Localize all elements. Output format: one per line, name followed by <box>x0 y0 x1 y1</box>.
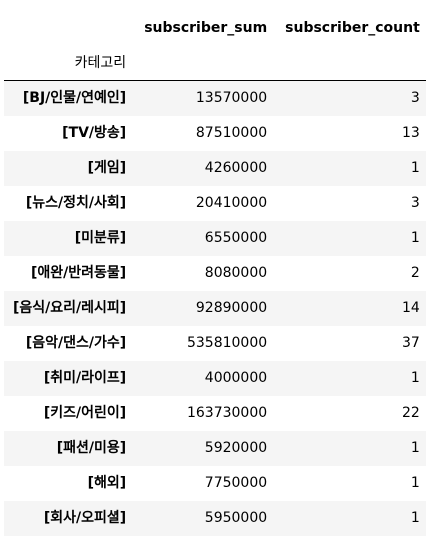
subscriber-count-cell: 1 <box>410 440 420 456</box>
table-row: [해외] 7750000 1 <box>4 465 426 501</box>
index-name-label: 카테고리 <box>4 45 136 81</box>
table-row: [미분류] 6550000 1 <box>4 220 426 256</box>
blank-corner-cell <box>4 10 135 45</box>
subscriber-count-cell: 3 <box>410 90 420 107</box>
subscriber-count-cell: 13 <box>401 125 420 141</box>
column-header-subscriber-sum: subscriber_sum <box>144 19 268 36</box>
dataframe-table: subscriber_sum subscriber_count 카테고리 [BJ… <box>4 10 426 536</box>
index-name-row: 카테고리 <box>4 45 426 81</box>
table-row: [애완/반려동물] 8080000 2 <box>4 255 426 291</box>
blank-cell <box>276 45 426 81</box>
row-label: [BJ/인물/연예인] <box>22 90 127 107</box>
row-label: [TV/방송] <box>62 125 127 141</box>
row-label: [해외] <box>87 475 127 491</box>
row-label: [게임] <box>87 160 127 176</box>
table-row: [음식/요리/레시피] 92890000 14 <box>4 290 426 326</box>
table-row: [패션/미용] 5920000 1 <box>4 430 426 466</box>
table-row: [TV/방송] 87510000 13 <box>4 115 426 151</box>
subscriber-sum-cell: 8080000 <box>204 265 268 281</box>
subscriber-sum-cell: 163730000 <box>186 405 268 421</box>
table-header: subscriber_sum subscriber_count 카테고리 <box>4 10 426 81</box>
subscriber-sum-cell: 20410000 <box>195 195 268 211</box>
subscriber-count-cell: 1 <box>410 370 420 386</box>
subscriber-sum-cell: 5920000 <box>204 440 268 456</box>
subscriber-count-cell: 22 <box>401 405 420 421</box>
row-label: [음식/요리/레시피] <box>13 300 127 316</box>
row-label: [키즈/어린이] <box>43 405 127 421</box>
table-body: [BJ/인물/연예인] 13570000 3 [TV/방송] 87510000 13 [… <box>4 80 426 536</box>
subscriber-sum-cell: 92890000 <box>195 300 268 316</box>
table-row: [회사/오피셜] 5950000 1 <box>4 500 426 536</box>
row-label: [애완/반려동물] <box>30 265 127 281</box>
row-label: [음악/댄스/가수] <box>25 335 127 351</box>
subscriber-sum-cell: 6550000 <box>204 230 268 246</box>
subscriber-count-cell: 1 <box>410 510 420 526</box>
subscriber-count-cell: 3 <box>410 195 420 211</box>
table-row: [BJ/인물/연예인] 13570000 3 <box>4 80 426 116</box>
subscriber-sum-cell: 4000000 <box>204 370 268 386</box>
blank-cell <box>135 45 277 81</box>
subscriber-sum-cell: 535810000 <box>186 335 268 351</box>
subscriber-count-cell: 1 <box>410 230 420 246</box>
table-row: [키즈/어린이] 163730000 22 <box>4 395 426 431</box>
subscriber-sum-cell: 5950000 <box>204 510 268 526</box>
subscriber-sum-cell: 87510000 <box>195 125 268 141</box>
subscriber-count-cell: 37 <box>401 335 420 351</box>
subscriber-count-cell: 14 <box>401 300 420 316</box>
column-header-row: subscriber_sum subscriber_count <box>4 10 426 45</box>
subscriber-count-cell: 2 <box>410 265 420 281</box>
table-row: [게임] 4260000 1 <box>4 150 426 186</box>
row-label: [뉴스/정치/사회] <box>25 195 127 211</box>
row-label: [패션/미용] <box>56 440 127 456</box>
row-label: [미분류] <box>74 230 127 246</box>
subscriber-sum-cell: 7750000 <box>204 475 268 491</box>
subscriber-count-cell: 1 <box>410 160 420 176</box>
table-row: [취미/라이프] 4000000 1 <box>4 360 426 396</box>
column-header-subscriber-count: subscriber_count <box>285 19 420 36</box>
table-row: [뉴스/정치/사회] 20410000 3 <box>4 185 426 221</box>
subscriber-sum-cell: 13570000 <box>195 90 268 107</box>
subscriber-sum-cell: 4260000 <box>204 160 268 176</box>
row-label: [회사/오피셜] <box>43 510 127 526</box>
row-label: [취미/라이프] <box>43 370 127 386</box>
subscriber-count-cell: 1 <box>410 475 420 491</box>
table-row: [음악/댄스/가수] 535810000 37 <box>4 325 426 361</box>
